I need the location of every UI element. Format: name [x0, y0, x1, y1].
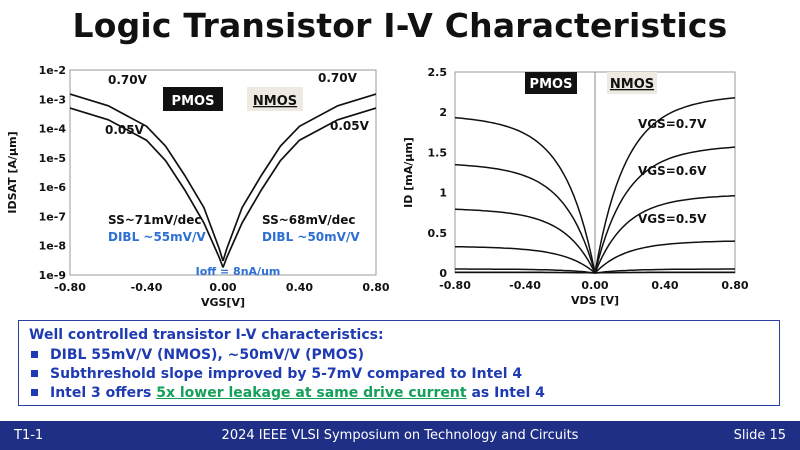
bullet-square-icon [31, 350, 38, 358]
y-tick-label: 1.5 [428, 146, 448, 159]
x-axis-label: VDS [V] [571, 294, 619, 307]
dibl-nmos-label: DIBL ~50mV/V [262, 230, 360, 244]
iv-curve [222, 107, 377, 268]
pmos-iv-curve [454, 116, 596, 274]
vgs-label: VGS=0.5V [638, 212, 707, 226]
ioff-label: Ioff = 8nA/um [196, 265, 281, 278]
bullet-square-icon [31, 388, 38, 396]
x-axis-label: VGS[V] [201, 296, 245, 309]
y-tick-label: 1e-6 [39, 181, 67, 194]
x-tick-label: 0.80 [362, 281, 389, 294]
x-tick-label: 0.00 [209, 281, 236, 294]
y-tick-label: 2.5 [428, 66, 448, 79]
pmos-iv-curve [455, 268, 596, 274]
ss-nmos-label: SS~68mV/dec [262, 213, 356, 227]
y-tick-label: 1e-9 [39, 269, 66, 282]
pmos-label: PMOS [172, 94, 215, 109]
bullet-text-pre: Intel 3 offers [50, 385, 157, 401]
highlight-text: 5x lower leakage at same drive current [156, 385, 467, 401]
ss-pmos-label: SS~71mV/dec [108, 213, 202, 227]
id-vds-plot: 2.5 2 1.5 1 0.5 0-0.80 -0.40 0.00 0.40 0.80 VDS [V… [402, 66, 749, 307]
y-tick-label: 1e-7 [39, 210, 66, 223]
y-axis-label: ID [mA/µm] [402, 137, 415, 208]
x-tick-label: -0.80 [439, 279, 471, 292]
vds-label: 0.70V [318, 71, 358, 85]
summary-heading: Well controlled transistor I-V character… [29, 327, 384, 343]
y-axis-label: IDSAT [A/µm] [6, 131, 19, 213]
iv-curve [69, 107, 224, 268]
footer-session-id: T1-1 [14, 428, 44, 443]
y-tick-label: 2 [439, 106, 447, 119]
bullet-text: DIBL 55mV/V (NMOS), ~50mV/V (PMOS) [50, 347, 365, 363]
pmos-label-bg [163, 87, 223, 111]
vds-label: 0.70V [108, 73, 148, 87]
y-tick-label: 1e-3 [39, 93, 66, 106]
summary-bullet-ss: Subthreshold slope improved by 5-7mV com… [29, 365, 769, 384]
pmos-iv-curve [455, 271, 596, 274]
footer-conference: 2024 IEEE VLSI Symposium on Technology a… [221, 428, 579, 443]
vds-label: 0.05V [105, 123, 145, 137]
pmos-iv-curve [454, 163, 596, 274]
nmos-label-bg [607, 72, 657, 94]
x-tick-label: -0.80 [54, 281, 86, 294]
x-tick-label: 0.00 [581, 279, 608, 292]
pmos-label: PMOS [530, 77, 573, 92]
nmos-iv-curve [594, 240, 736, 274]
pmos-iv-curve [454, 245, 596, 274]
y-tick-label: 1e-2 [39, 64, 66, 77]
vds-label: 0.05V [330, 119, 370, 133]
x-tick-label: -0.40 [509, 279, 541, 292]
dibl-pmos-label: DIBL ~55mV/V [108, 230, 206, 244]
y-tick-label: 0 [439, 267, 447, 280]
vgs-label: VGS=0.7V [638, 117, 707, 131]
nmos-label: NMOS [253, 94, 297, 109]
x-tick-label: 0.40 [286, 281, 313, 294]
idsat-vgs-chart: 1e-2 1e-3 1e-4 1e-5 1e-6 1e-7 1e-8 1e-9 -0.80 -0.… [0, 60, 400, 315]
x-tick-label: 0.80 [721, 279, 748, 292]
nmos-label: NMOS [610, 77, 654, 92]
bullet-text-post: as Intel 4 [466, 385, 545, 401]
bullet-square-icon [31, 369, 38, 377]
idsat-vgs-plot: 1e-2 1e-3 1e-4 1e-5 1e-6 1e-7 1e-8 1e-9-0.80 -0.… [6, 64, 390, 309]
y-tick-label: 1e-4 [39, 123, 67, 136]
footer-bar: T1-1 2024 IEEE VLSI Symposium on Technol… [0, 421, 800, 450]
vgs-label: VGS=0.6V [638, 164, 707, 178]
pmos-label-bg [525, 72, 577, 94]
nmos-label-bg [247, 87, 303, 111]
iv-curve [222, 93, 377, 262]
y-tick-label: 1e-5 [39, 152, 66, 165]
slide-title: Logic Transistor I-V Characteristics [72, 6, 728, 45]
x-tick-label: 0.40 [651, 279, 678, 292]
nmos-iv-curve [594, 271, 735, 274]
iv-curve [69, 93, 224, 262]
nmos-iv-curve [594, 268, 735, 274]
y-tick-label: 0.5 [428, 227, 448, 240]
bullet-text: Subthreshold slope improved by 5-7mV com… [50, 366, 523, 382]
y-tick-label: 1e-8 [39, 240, 66, 253]
summary-bullet-leakage: Intel 3 offers 5x lower leakage at same … [29, 384, 769, 403]
id-vds-chart: 2.5 2 1.5 1 0.5 0 -0.80 -0.40 0.00 0.40 0.80 VDS [V… [400, 60, 800, 315]
nmos-iv-curve [594, 146, 736, 274]
y-tick-label: 1 [439, 187, 447, 200]
nmos-iv-curve [594, 194, 736, 274]
summary-box: Well controlled transistor I-V character… [18, 320, 780, 406]
footer-slide-number: Slide 15 [733, 428, 786, 443]
nmos-iv-curve [594, 96, 736, 274]
x-tick-label: -0.40 [131, 281, 163, 294]
summary-bullet-dibl: DIBL 55mV/V (NMOS), ~50mV/V (PMOS) [29, 346, 769, 365]
pmos-iv-curve [454, 208, 596, 274]
